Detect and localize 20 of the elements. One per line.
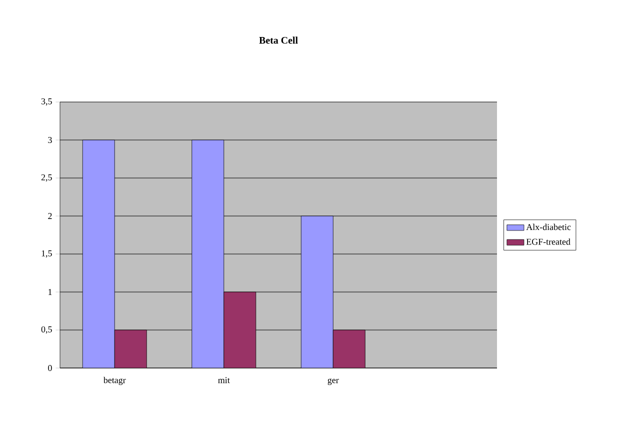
bar [224, 292, 256, 368]
y-tick-label: 1 [48, 289, 52, 295]
y-tick-label: 2,5 [41, 174, 52, 182]
bar [332, 330, 366, 368]
y-tick-label: 1,5 [42, 250, 52, 258]
bar [192, 140, 224, 368]
y-tick-label: 3 [48, 136, 52, 144]
legend-label: Alx-diabetic [526, 224, 571, 230]
x-tick-label: betagr [103, 376, 126, 386]
legend-label: EGF-treated [526, 238, 570, 245]
bar [300, 216, 334, 368]
bar [82, 140, 115, 368]
y-tick-label: 2 [48, 213, 52, 219]
chart-title: Beta Cell [259, 36, 298, 44]
x-tick-label: ger [328, 378, 339, 386]
y-tick-label: 0 [48, 364, 52, 372]
y-tick-label: 3,5 [41, 98, 52, 106]
bar [114, 330, 147, 368]
y-tick-label: 0,5 [41, 326, 52, 334]
x-tick-label: mit [218, 377, 230, 384]
